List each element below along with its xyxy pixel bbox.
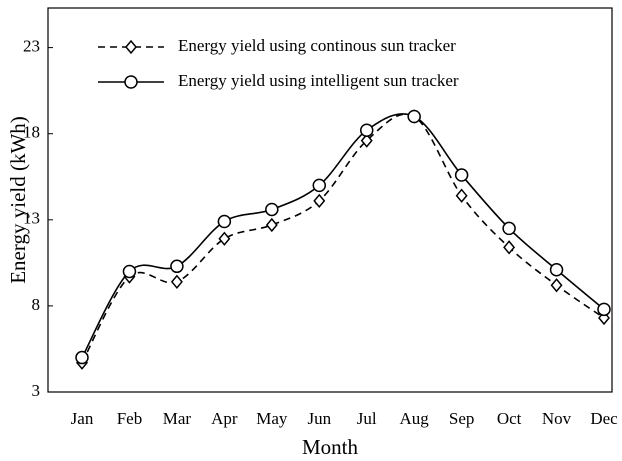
circle-marker [359,123,374,138]
circle-marker [549,262,564,277]
y-tick-label: 13 [23,209,40,228]
x-tick-label: Apr [211,409,238,428]
circle-marker [407,109,421,124]
circle-marker [597,302,611,317]
y-tick-label: 8 [32,295,41,314]
plot-frame [47,7,613,393]
diamond-marker [313,193,326,209]
legend-marker [125,39,137,55]
series-line [81,113,605,364]
x-tick-label: Sep [449,409,475,428]
y-tick-label: 3 [32,381,41,400]
diamond-marker [360,133,373,148]
x-tick-label: Mar [163,409,192,428]
circle-marker [75,350,89,365]
circle-marker [265,202,279,217]
diamond-marker [170,274,183,289]
x-tick-label: Dec [590,409,618,428]
series-line [81,113,605,358]
x-axis-title: Month [302,435,359,459]
x-tick-label: Feb [117,409,143,428]
diamond-marker [218,231,231,246]
x-tick-label: May [256,409,288,428]
circle-marker [122,264,137,279]
legend-marker [124,75,138,89]
x-tick-label: Jul [357,409,377,428]
circle-marker [312,178,327,193]
legend-label: Energy yield using intelligent sun track… [178,71,459,90]
circle-marker [217,214,232,229]
y-tick-label: 18 [23,123,40,142]
x-tick-label: Nov [542,409,572,428]
x-tick-label: Jun [307,409,331,428]
diamond-marker [455,188,468,203]
x-tick-label: Oct [497,409,522,428]
y-axis-title: Energy yield (kWh) [6,116,30,284]
y-tick-label: 23 [23,37,40,56]
circle-marker [170,259,184,274]
diamond-marker [550,278,563,293]
x-tick-label: Jan [71,409,94,428]
circle-marker [502,221,516,236]
diamond-marker [265,217,278,233]
diamond-marker [598,310,610,326]
x-tick-label: Aug [400,409,430,428]
legend-label: Energy yield using continous sun tracker [178,36,456,55]
circle-marker [454,168,469,182]
diamond-marker [503,240,516,255]
